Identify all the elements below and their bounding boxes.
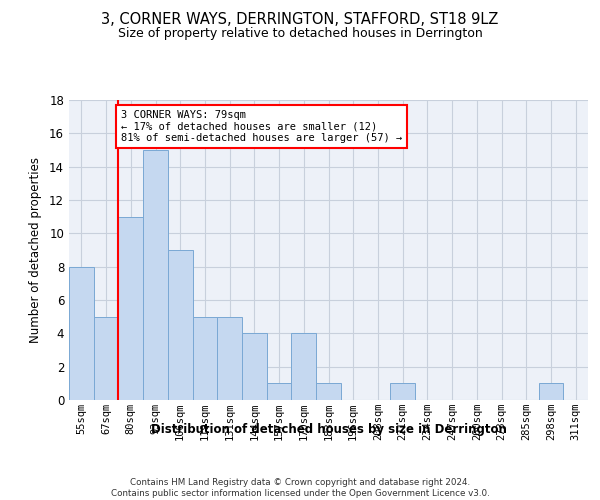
Bar: [390, 384, 415, 400]
Text: Distribution of detached houses by size in Derrington: Distribution of detached houses by size …: [151, 422, 507, 436]
Text: 3 CORNER WAYS: 79sqm
← 17% of detached houses are smaller (12)
81% of semi-detac: 3 CORNER WAYS: 79sqm ← 17% of detached h…: [121, 110, 402, 143]
Bar: [316, 384, 341, 400]
Text: Size of property relative to detached houses in Derrington: Size of property relative to detached ho…: [118, 28, 482, 40]
Bar: [168, 250, 193, 400]
Bar: [193, 316, 217, 400]
Text: Contains HM Land Registry data © Crown copyright and database right 2024.
Contai: Contains HM Land Registry data © Crown c…: [110, 478, 490, 498]
Bar: [267, 384, 292, 400]
Bar: [217, 316, 242, 400]
Y-axis label: Number of detached properties: Number of detached properties: [29, 157, 42, 343]
Bar: [69, 266, 94, 400]
Bar: [143, 150, 168, 400]
Bar: [242, 334, 267, 400]
Bar: [94, 316, 118, 400]
Text: 3, CORNER WAYS, DERRINGTON, STAFFORD, ST18 9LZ: 3, CORNER WAYS, DERRINGTON, STAFFORD, ST…: [101, 12, 499, 28]
Bar: [118, 216, 143, 400]
Bar: [539, 384, 563, 400]
Bar: [292, 334, 316, 400]
